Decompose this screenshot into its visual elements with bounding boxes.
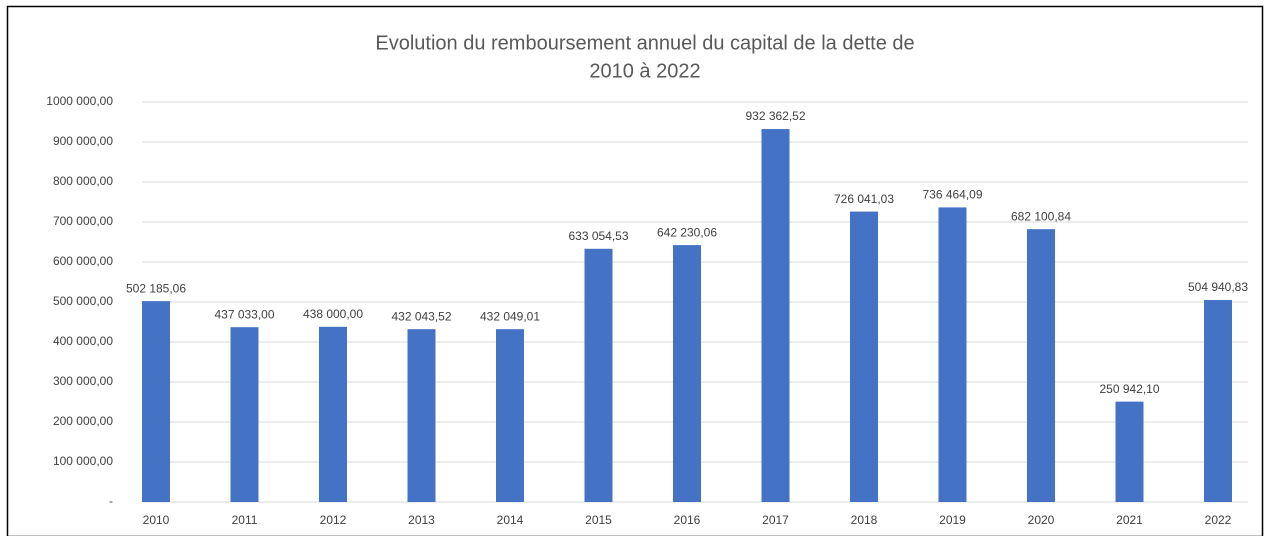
x-tick-label: 2018 xyxy=(851,513,878,527)
y-tick-label: - xyxy=(109,494,113,508)
bar xyxy=(938,207,967,502)
bar xyxy=(407,329,436,502)
chart-title: Evolution du remboursement annuel du cap… xyxy=(375,32,914,54)
y-tick-label: 900 000,00 xyxy=(53,134,113,148)
y-tick-label: 800 000,00 xyxy=(53,174,113,188)
data-label: 633 054,53 xyxy=(568,229,628,243)
bar xyxy=(496,329,524,502)
y-tick-label: 400 000,00 xyxy=(53,334,113,348)
bar xyxy=(850,211,878,502)
data-label: 250 942,10 xyxy=(1099,382,1159,396)
y-tick-label: 700 000,00 xyxy=(53,214,113,228)
x-tick-label: 2011 xyxy=(232,513,258,527)
bar xyxy=(1115,401,1144,502)
bar xyxy=(1027,229,1055,502)
x-tick-label: 2016 xyxy=(674,513,701,527)
chart-frame xyxy=(6,5,1264,536)
x-tick-label: 2013 xyxy=(408,513,435,527)
y-tick-label: 500 000,00 xyxy=(53,294,113,308)
data-label: 438 000,00 xyxy=(303,307,363,321)
data-label: 642 230,06 xyxy=(657,225,717,239)
data-label: 504 940,83 xyxy=(1188,280,1248,294)
bar xyxy=(761,129,790,502)
data-label: 502 185,06 xyxy=(126,281,186,295)
bar xyxy=(673,245,701,502)
bar xyxy=(319,326,347,502)
y-tick-label: 200 000,00 xyxy=(53,414,113,428)
data-label: 432 043,52 xyxy=(391,309,451,323)
x-tick-label: 2020 xyxy=(1028,513,1055,527)
y-tick-label: 100 000,00 xyxy=(53,454,113,468)
bar xyxy=(230,327,259,502)
x-tick-label: 2015 xyxy=(585,513,612,527)
data-label: 726 041,03 xyxy=(834,192,894,206)
chart-title: 2010 à 2022 xyxy=(589,60,700,82)
y-tick-label: 300 000,00 xyxy=(53,374,113,388)
data-label: 932 362,52 xyxy=(745,109,805,123)
x-tick-label: 2021 xyxy=(1116,513,1143,527)
x-tick-label: 2017 xyxy=(762,513,789,527)
data-label: 432 049,01 xyxy=(480,309,540,323)
x-tick-label: 2010 xyxy=(143,513,170,527)
data-label: 682 100,84 xyxy=(1011,209,1071,223)
bar xyxy=(584,248,613,502)
data-label: 437 033,00 xyxy=(214,307,274,321)
x-tick-label: 2012 xyxy=(320,513,347,527)
bar xyxy=(1204,300,1232,502)
y-tick-label: 1000 000,00 xyxy=(46,94,113,108)
x-tick-label: 2014 xyxy=(497,513,524,527)
x-tick-label: 2019 xyxy=(939,513,966,527)
data-label: 736 464,09 xyxy=(922,188,982,202)
bar xyxy=(142,301,170,502)
x-tick-label: 2022 xyxy=(1205,513,1232,527)
y-tick-label: 600 000,00 xyxy=(53,254,113,268)
